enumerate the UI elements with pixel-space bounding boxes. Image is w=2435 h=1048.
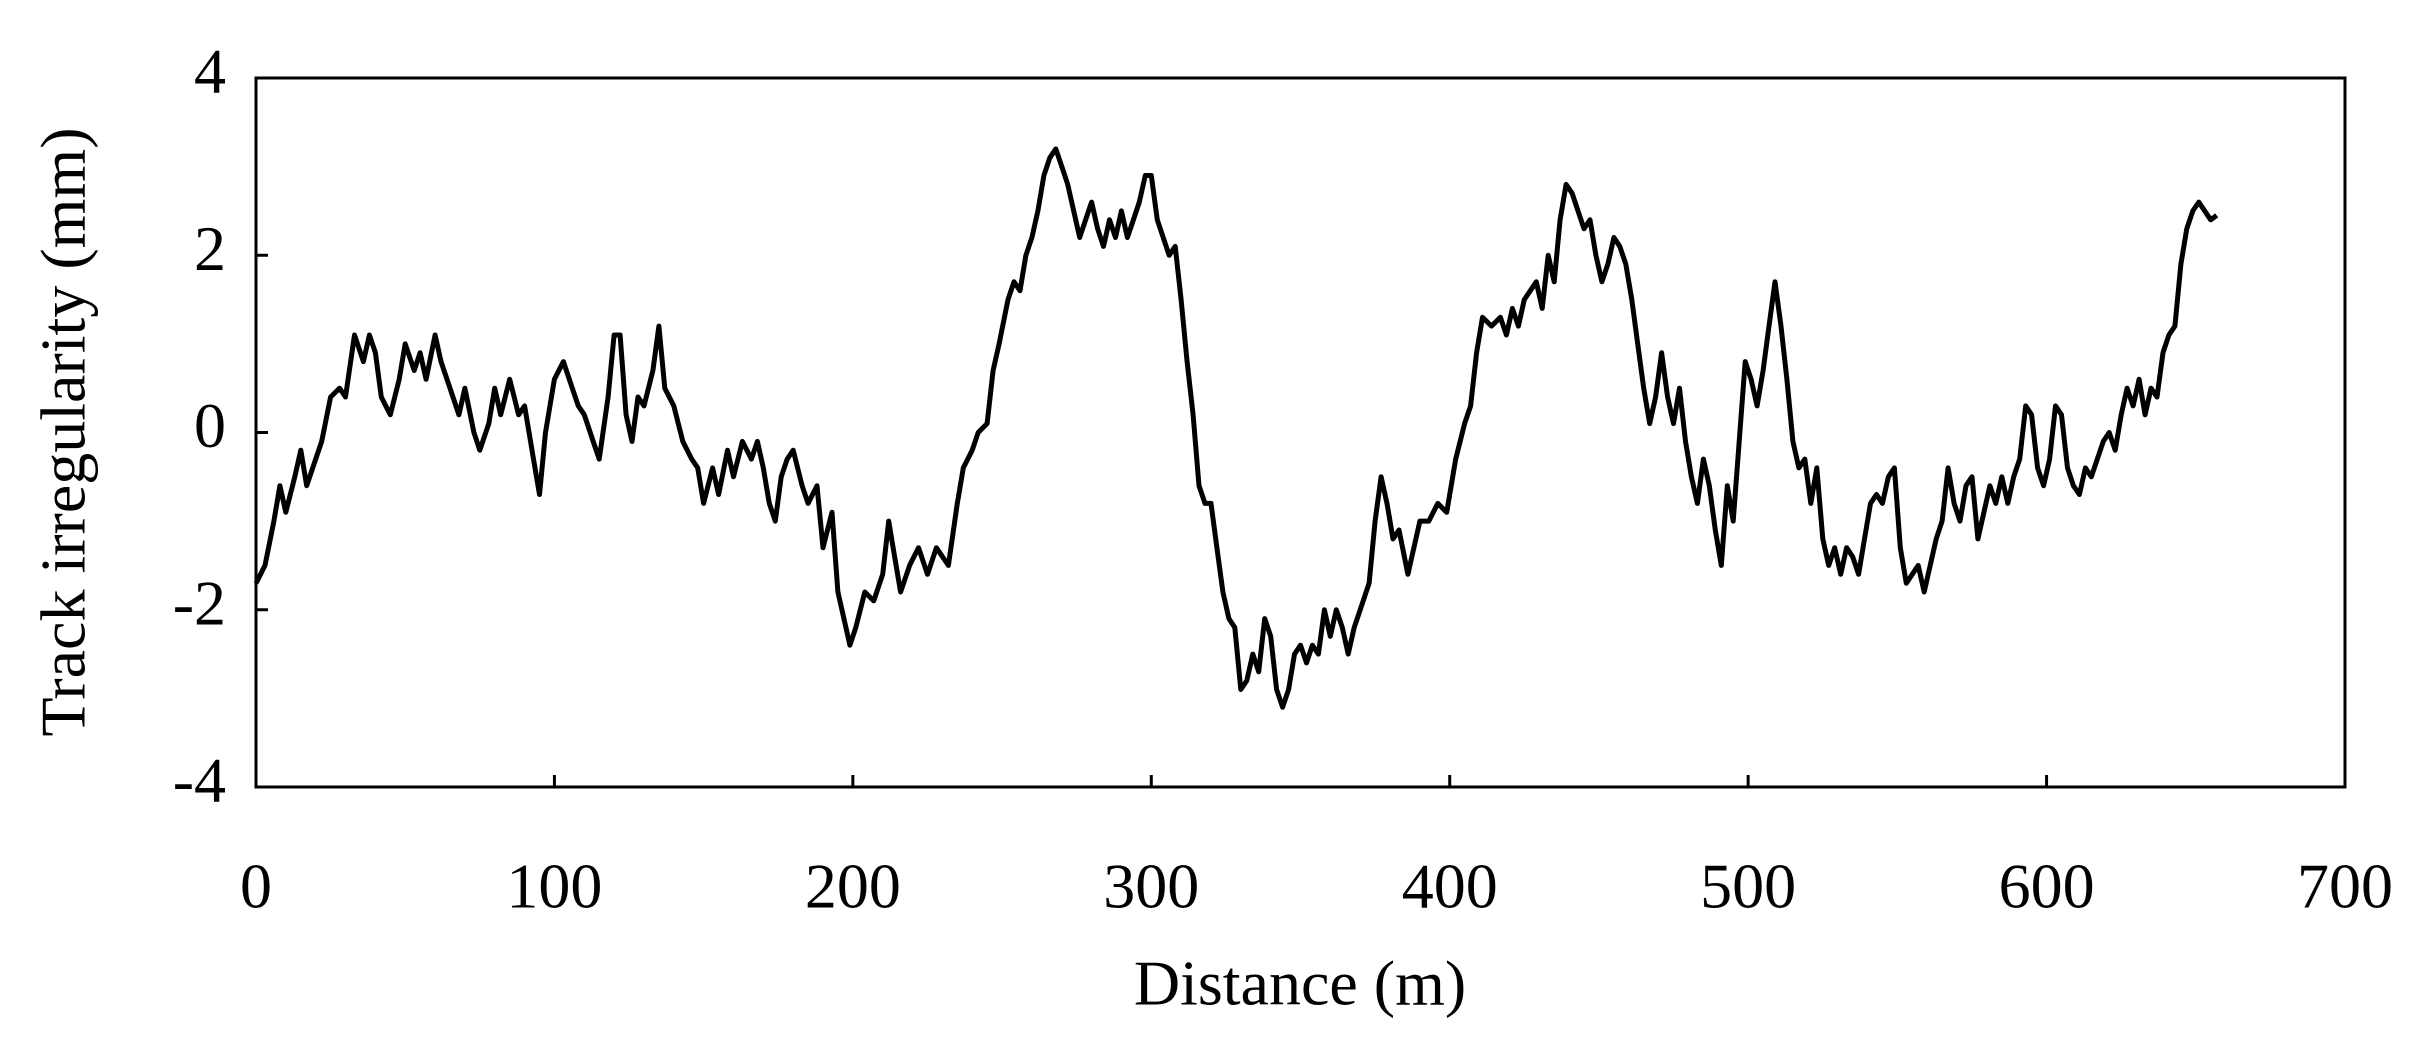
x-tick-label: 100 bbox=[506, 851, 602, 922]
x-tick-label: 500 bbox=[1700, 851, 1796, 922]
y-tick-label: 0 bbox=[194, 390, 226, 461]
y-tick-label: 2 bbox=[194, 213, 226, 284]
x-axis-label: Distance (m) bbox=[1134, 948, 1466, 1019]
x-tick-label: 700 bbox=[2297, 851, 2393, 922]
y-tick-label: -4 bbox=[173, 745, 226, 816]
x-tick-label: 600 bbox=[1999, 851, 2095, 922]
x-tick-label: 0 bbox=[240, 851, 272, 922]
x-tick-label: 300 bbox=[1103, 851, 1199, 922]
line-series bbox=[253, 146, 2219, 710]
y-axis-label: Track irregularity (mm) bbox=[28, 127, 99, 736]
y-tick-label: 4 bbox=[194, 36, 226, 107]
y-tick-label: -2 bbox=[173, 567, 226, 638]
x-tick-label: 400 bbox=[1402, 851, 1498, 922]
x-tick-label: 200 bbox=[805, 851, 901, 922]
